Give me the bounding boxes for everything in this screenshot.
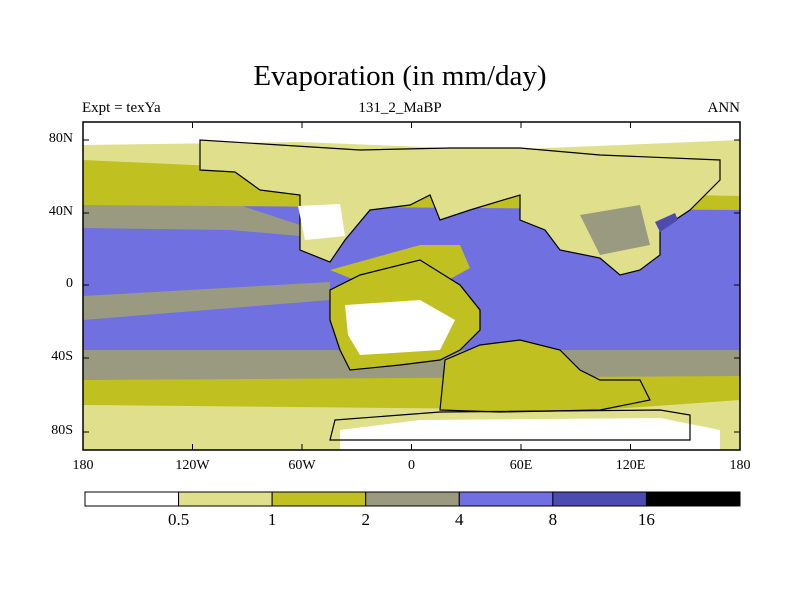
x-tick-label: 0 bbox=[408, 458, 415, 473]
colorbar bbox=[84, 491, 741, 507]
colorbar-swatch bbox=[365, 491, 460, 507]
colorbar-swatch bbox=[178, 491, 273, 507]
y-tick-label: 80S bbox=[51, 423, 73, 438]
y-tick-label: 0 bbox=[66, 276, 73, 291]
colorbar-label: 8 bbox=[548, 510, 558, 529]
antarctic-coast bbox=[329, 409, 691, 441]
period-label: 131_2_MaBP bbox=[358, 100, 442, 116]
colorbar-label: 0.5 bbox=[167, 510, 190, 529]
deep-blue-spot bbox=[655, 213, 678, 232]
y-axis-ticks bbox=[83, 139, 740, 433]
chart-title: Evaporation (in mm/day) bbox=[253, 60, 547, 92]
x-tick-label: 120E bbox=[615, 458, 646, 473]
antarctic-white bbox=[340, 418, 720, 450]
y-tick-label: 40N bbox=[48, 204, 73, 219]
colorbar-swatch bbox=[645, 491, 741, 507]
x-axis-ticks bbox=[82, 122, 741, 450]
experiment-label: Expt = texYa bbox=[82, 100, 161, 116]
continent-south-desert bbox=[345, 300, 455, 355]
equatorial-tongue bbox=[83, 282, 330, 320]
colorbar-label: 16 bbox=[637, 510, 655, 529]
x-tick-label: 60W bbox=[288, 458, 316, 473]
colorbar-swatch bbox=[458, 491, 554, 507]
continent-north bbox=[199, 139, 721, 276]
season-label: ANN bbox=[707, 100, 741, 116]
y-tick-label: 80N bbox=[48, 131, 73, 146]
colorbar-swatch bbox=[84, 491, 180, 507]
colorbar-label: 1 bbox=[267, 510, 277, 529]
colorbar-label: 4 bbox=[455, 510, 464, 529]
colorbar-label: 2 bbox=[361, 510, 370, 529]
x-tick-label: 180 bbox=[729, 458, 751, 473]
arctic-white bbox=[83, 122, 740, 150]
desert-patch bbox=[298, 204, 345, 240]
y-tick-label: 40S bbox=[51, 349, 73, 364]
north-pacific-band bbox=[83, 200, 300, 236]
colorbar-swatch bbox=[552, 491, 647, 507]
colorbar-swatch bbox=[271, 491, 367, 507]
x-tick-label: 120W bbox=[175, 458, 210, 473]
x-tick-label: 60E bbox=[509, 458, 533, 473]
east-asia-patch bbox=[580, 205, 650, 255]
x-tick-label: 180 bbox=[72, 458, 94, 473]
